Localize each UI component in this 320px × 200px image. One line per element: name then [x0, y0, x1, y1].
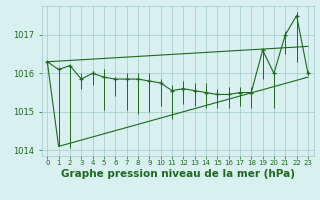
X-axis label: Graphe pression niveau de la mer (hPa): Graphe pression niveau de la mer (hPa) [60, 169, 295, 179]
